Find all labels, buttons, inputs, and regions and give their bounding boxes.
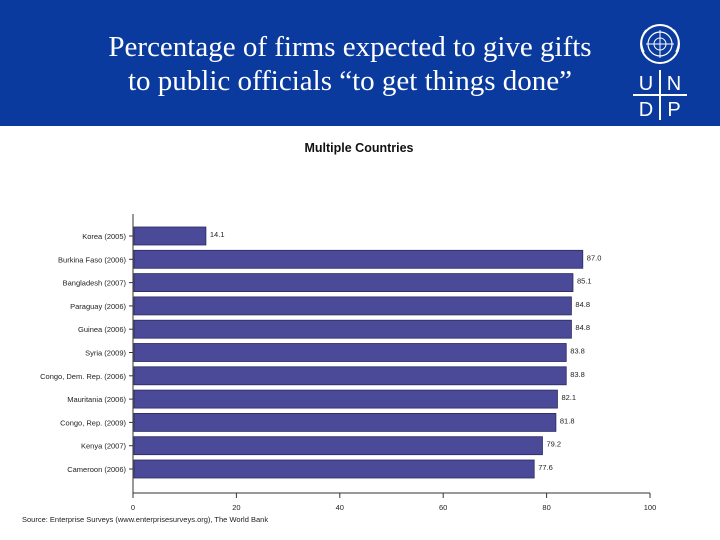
bar-6 (133, 366, 567, 386)
value-label-1: 87.0 (587, 253, 602, 262)
source-note: Source: Enterprise Surveys (www.enterpri… (22, 515, 268, 524)
bar-4 (133, 319, 572, 339)
slide-title: Percentage of firms expected to give gif… (70, 30, 630, 98)
x-tick-label-2: 40 (336, 503, 344, 512)
category-label-6: Congo, Dem. Rep. (2006) (40, 372, 126, 381)
category-label-2: Bangladesh (2007) (63, 279, 127, 288)
value-label-2: 85.1 (577, 277, 592, 286)
category-label-5: Syria (2009) (85, 349, 126, 358)
bar-3 (133, 296, 572, 316)
bar-1 (133, 249, 584, 269)
bar-chart: Multiple Countries Korea (2005) 14.1 Burki… (22, 141, 657, 524)
bar-2 (133, 273, 574, 293)
value-label-10: 77.6 (538, 463, 553, 472)
undp-logo: U N D P (633, 24, 687, 121)
logo-letter-d: D (639, 99, 653, 121)
category-label-4: Guinea (2006) (78, 325, 126, 334)
slide-header: Percentage of firms expected to give gif… (0, 0, 720, 126)
x-tick-label-4: 80 (542, 503, 550, 512)
category-label-3: Paraguay (2006) (70, 302, 126, 311)
bar-10 (133, 459, 535, 479)
x-tick-label-3: 60 (439, 503, 447, 512)
category-label-0: Korea (2005) (82, 232, 126, 241)
un-emblem-icon (640, 24, 680, 64)
slide-title-line-2: to public officials “to get things done” (127, 65, 573, 97)
value-label-7: 82.1 (561, 393, 576, 402)
category-label-7: Mauritania (2006) (67, 395, 126, 404)
x-tick-label-0: 0 (131, 503, 135, 512)
logo-letter-u: U (639, 73, 653, 95)
value-label-4: 84.8 (575, 323, 590, 332)
bar-9 (133, 436, 543, 456)
bar-7 (133, 389, 558, 409)
value-label-5: 83.8 (570, 347, 585, 356)
x-tick-label-5: 100 (644, 503, 657, 512)
value-label-6: 83.8 (570, 370, 585, 379)
value-label-3: 84.8 (575, 300, 590, 309)
category-label-10: Cameroon (2006) (67, 465, 126, 474)
slide-title-line-1: Percentage of firms expected to give gif… (108, 31, 592, 63)
x-tick-label-1: 20 (232, 503, 240, 512)
bar-5 (133, 343, 567, 362)
logo-letter-n: N (667, 73, 681, 95)
chart-title: Multiple Countries (304, 141, 413, 155)
category-label-8: Congo, Rep. (2009) (60, 418, 126, 427)
value-label-0: 14.1 (210, 230, 225, 239)
bar-0 (133, 226, 207, 246)
category-label-1: Burkina Faso (2006) (58, 255, 126, 264)
logo-letter-p: P (667, 99, 680, 121)
category-label-9: Kenya (2007) (81, 442, 127, 451)
value-label-8: 81.8 (560, 416, 575, 425)
bar-8 (133, 412, 557, 432)
value-label-9: 79.2 (546, 440, 561, 449)
